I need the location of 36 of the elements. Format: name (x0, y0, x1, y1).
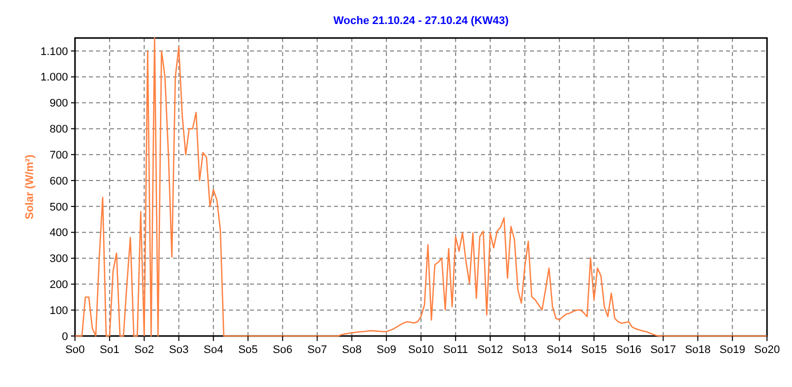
y-tick-label: 600 (50, 175, 68, 188)
x-tick-label: So8 (342, 344, 362, 356)
chart-title: Woche 21.10.24 - 27.10.24 (KW43) (333, 15, 509, 27)
x-tick-label: So16 (616, 344, 642, 356)
x-tick-label: So4 (204, 344, 224, 356)
y-tick-label: 900 (50, 98, 68, 110)
y-tick-label: 0 (62, 330, 68, 343)
y-tick-label: 500 (50, 201, 68, 214)
x-tick-label: So12 (477, 344, 504, 356)
x-tick-label: So19 (720, 344, 746, 356)
line-series (74, 37, 768, 337)
y-tick-label: 1.000 (40, 72, 68, 84)
x-tick-label: So3 (169, 344, 189, 356)
y-tick-label: 700 (50, 149, 68, 162)
x-tick-label: So0 (65, 344, 85, 356)
x-tick-label: So2 (134, 344, 154, 356)
x-tick-label: So9 (376, 344, 396, 356)
x-tick-label: So1 (100, 344, 120, 356)
x-tick-label: So18 (684, 344, 711, 356)
x-tick-label: So7 (307, 344, 327, 356)
y-tick-label: 400 (50, 227, 68, 240)
x-tick-label: So11 (443, 344, 468, 356)
x-tick-label: So14 (546, 344, 572, 356)
y-tick-label: 300 (50, 253, 68, 266)
y-tick-label: 800 (50, 124, 68, 136)
y-tick-label: 1.100 (40, 46, 68, 58)
x-tick-label: So6 (272, 344, 292, 356)
x-tick-label: So15 (581, 344, 607, 356)
x-tick-label: So13 (512, 344, 538, 356)
x-tick-label: So17 (650, 344, 676, 356)
y-axis-title: Solar (W/m²) (24, 154, 36, 220)
x-tick-label: So5 (238, 344, 258, 356)
y-tick-label: 100 (50, 304, 68, 317)
x-tick-label: So20 (754, 344, 780, 356)
y-tick-label: 200 (50, 279, 68, 292)
x-tick-label: So10 (408, 344, 434, 356)
